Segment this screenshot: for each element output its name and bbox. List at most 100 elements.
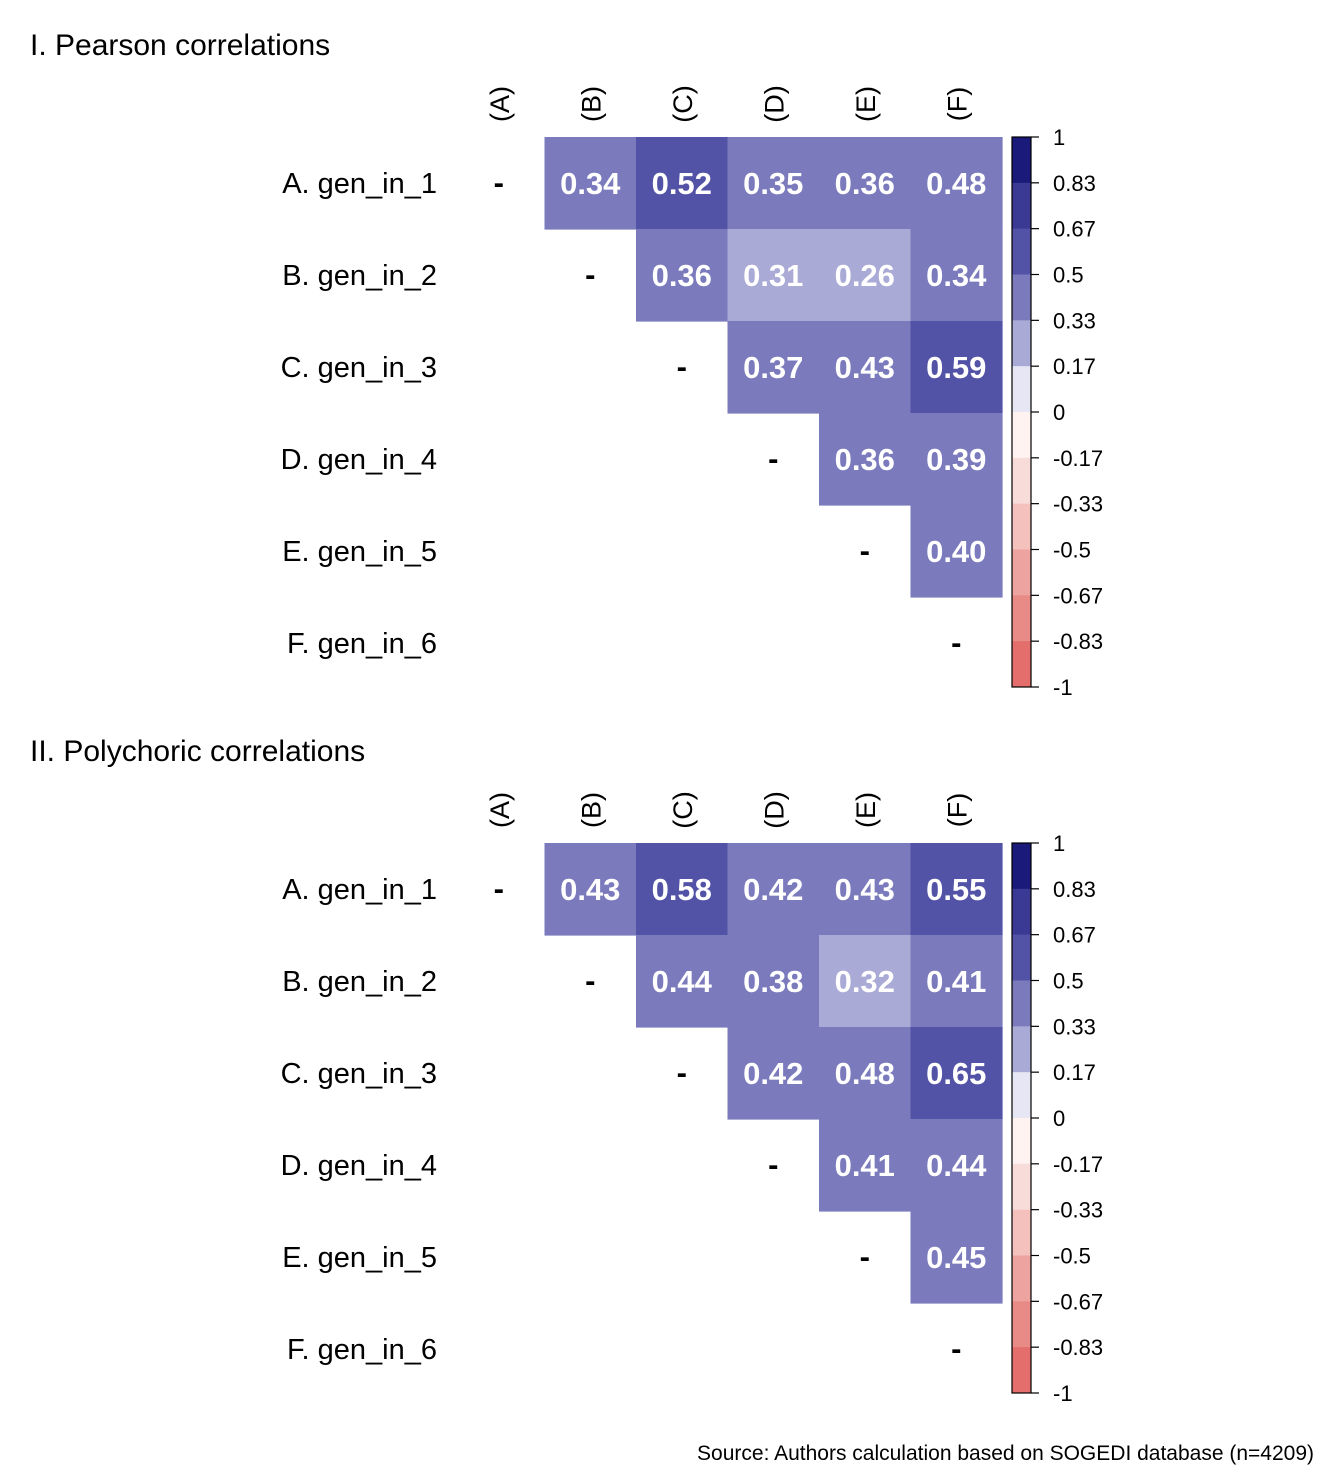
row-label: A. gen_in_1 bbox=[282, 168, 437, 200]
heatmap-cell bbox=[910, 137, 1003, 230]
legend-tick-label: 0.17 bbox=[1053, 354, 1096, 379]
heatmap-cell bbox=[910, 321, 1003, 414]
legend-tick-label: -0.67 bbox=[1053, 1289, 1103, 1314]
diagonal-mark: - bbox=[768, 441, 778, 476]
cell-value-label: 0.42 bbox=[743, 872, 803, 907]
cell-value-label: 0.44 bbox=[926, 1148, 987, 1183]
row-label: F. gen_in_6 bbox=[287, 628, 437, 660]
legend-tick-label: -1 bbox=[1053, 675, 1073, 700]
heatmap-cell bbox=[727, 229, 820, 322]
heatmap-cell bbox=[910, 1211, 1003, 1304]
panel-title: I. Pearson correlations bbox=[30, 29, 330, 62]
legend-tick-label: -0.17 bbox=[1053, 1152, 1103, 1177]
heatmap-cell bbox=[819, 935, 912, 1028]
heatmap-cell bbox=[544, 843, 637, 936]
legend-color-bin bbox=[1012, 228, 1031, 275]
row-label: C. gen_in_3 bbox=[281, 352, 437, 384]
legend-tick-label: -0.67 bbox=[1053, 583, 1103, 608]
column-label: (C) bbox=[668, 85, 698, 122]
row-label: B. gen_in_2 bbox=[282, 260, 437, 292]
row-label: E. gen_in_5 bbox=[282, 1242, 437, 1274]
cell-value-label: 0.40 bbox=[926, 534, 986, 569]
legend-tick-label: 0.5 bbox=[1053, 969, 1084, 994]
row-label: B. gen_in_2 bbox=[282, 966, 437, 998]
heatmap-cell bbox=[727, 1027, 820, 1120]
legend-color-bin bbox=[1012, 934, 1031, 981]
legend-tick-label: 0.83 bbox=[1053, 877, 1096, 902]
column-label: (B) bbox=[576, 86, 606, 122]
cell-value-label: 0.43 bbox=[560, 872, 620, 907]
legend-color-bin bbox=[1012, 1301, 1031, 1348]
heatmap-cell bbox=[819, 1027, 912, 1120]
legend-color-bin bbox=[1012, 1347, 1031, 1394]
legend-color-bin bbox=[1012, 457, 1031, 505]
diagonal-mark: - bbox=[951, 1331, 961, 1366]
cell-value-label: 0.45 bbox=[926, 1240, 986, 1275]
cell-value-label: 0.59 bbox=[926, 350, 986, 385]
heatmap-cell bbox=[910, 1027, 1003, 1120]
heatmap-cell bbox=[910, 843, 1003, 936]
cell-value-label: 0.52 bbox=[652, 166, 712, 201]
legend-tick-label: -0.5 bbox=[1053, 1244, 1091, 1269]
column-label: (B) bbox=[576, 792, 606, 828]
legend-color-bin bbox=[1012, 182, 1031, 230]
legend-tick-label: 1 bbox=[1053, 125, 1065, 150]
legend-tick-label: -0.17 bbox=[1053, 446, 1103, 471]
heatmap-cell bbox=[819, 229, 912, 322]
legend-color-bin bbox=[1012, 320, 1031, 367]
row-label: E. gen_in_5 bbox=[282, 536, 437, 568]
heatmap-cell bbox=[727, 321, 820, 414]
legend-tick-label: 1 bbox=[1053, 831, 1065, 856]
cell-value-label: 0.43 bbox=[835, 872, 895, 907]
heatmap-cell bbox=[910, 935, 1003, 1028]
legend-tick-label: 0.5 bbox=[1053, 263, 1084, 288]
heatmap-cell bbox=[819, 321, 912, 414]
diagonal-mark: - bbox=[951, 625, 961, 660]
polychoric-panel: II. Polychoric correlations (A) (B) (C) (D) (… bbox=[30, 735, 1103, 1406]
cell-value-label: 0.31 bbox=[743, 258, 803, 293]
diagonal-mark: - bbox=[768, 1147, 778, 1182]
cell-value-label: 0.35 bbox=[743, 166, 803, 201]
heatmap-cell bbox=[910, 229, 1003, 322]
heatmap-cell bbox=[819, 137, 912, 230]
legend-tick-label: -0.83 bbox=[1053, 1335, 1103, 1360]
heatmap-cell bbox=[544, 137, 637, 230]
heatmap-cell bbox=[910, 1119, 1003, 1212]
column-label: (D) bbox=[759, 791, 789, 828]
column-label: (A) bbox=[485, 792, 515, 828]
legend-tick-label: -0.33 bbox=[1053, 492, 1103, 517]
legend-color-bin bbox=[1012, 1026, 1031, 1073]
legend-color-bin bbox=[1012, 595, 1031, 642]
heatmap-cell bbox=[910, 413, 1003, 506]
legend-tick-label: 0.17 bbox=[1053, 1060, 1096, 1085]
column-label: (C) bbox=[668, 791, 698, 828]
cell-value-label: 0.26 bbox=[835, 258, 895, 293]
column-label: (F) bbox=[942, 87, 972, 121]
diagonal-mark: - bbox=[677, 1055, 687, 1090]
cell-value-label: 0.48 bbox=[926, 166, 986, 201]
cell-value-label: 0.42 bbox=[743, 1056, 803, 1091]
legend-color-bin bbox=[1012, 1209, 1031, 1256]
diagonal-mark: - bbox=[494, 165, 504, 200]
column-label: (E) bbox=[851, 792, 881, 828]
legend-tick-label: -0.83 bbox=[1053, 629, 1103, 654]
row-label: C. gen_in_3 bbox=[281, 1058, 437, 1090]
cell-value-label: 0.58 bbox=[652, 872, 712, 907]
legend-tick-label: 0.67 bbox=[1053, 923, 1096, 948]
cell-value-label: 0.37 bbox=[743, 350, 803, 385]
legend-color-bin bbox=[1012, 1118, 1031, 1165]
legend-color-bin bbox=[1012, 137, 1031, 184]
legend-color-bin bbox=[1012, 503, 1031, 550]
legend-tick-label: 0.33 bbox=[1053, 308, 1096, 333]
column-label: (E) bbox=[851, 86, 881, 122]
cell-value-label: 0.55 bbox=[926, 872, 986, 907]
legend-color-bin bbox=[1012, 274, 1031, 321]
legend-color-bin bbox=[1012, 1163, 1031, 1211]
heatmap-cell bbox=[727, 935, 820, 1028]
row-label: F. gen_in_6 bbox=[287, 1334, 437, 1366]
cell-value-label: 0.44 bbox=[652, 964, 713, 999]
cell-value-label: 0.48 bbox=[835, 1056, 895, 1091]
cell-value-label: 0.41 bbox=[926, 964, 986, 999]
source-note: Source: Authors calculation based on SOG… bbox=[697, 1442, 1314, 1465]
cell-value-label: 0.38 bbox=[743, 964, 803, 999]
